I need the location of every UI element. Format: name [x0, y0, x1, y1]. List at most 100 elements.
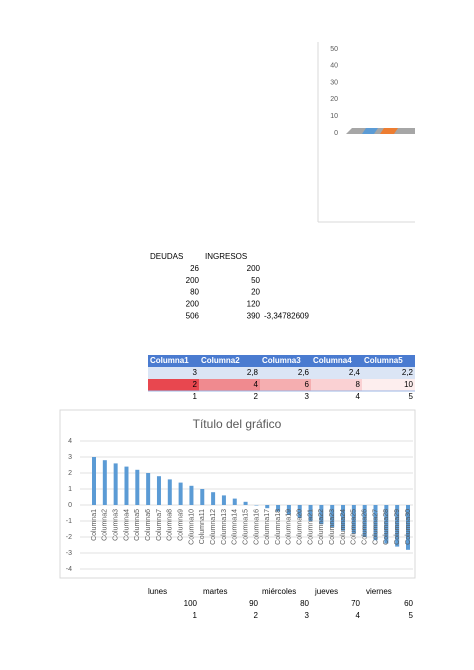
bar [384, 505, 389, 544]
table-header-row [148, 355, 415, 367]
x-tick-label: Columna8 [167, 509, 174, 541]
x-tick-label: Columna14 [232, 509, 239, 545]
x-tick-label: Columna24 [340, 509, 347, 545]
x-tick-label: Columna3 [112, 509, 119, 541]
table-cell: 2,8 [247, 368, 259, 377]
table-cell: 1 [193, 392, 198, 401]
y-tick-label: 1 [68, 486, 72, 493]
table-cell: 4 [254, 380, 259, 389]
y-tick-label: 50 [330, 46, 338, 53]
table-cell: 200 [186, 276, 200, 285]
chart-title: Título del gráfico [193, 417, 282, 431]
bar [265, 505, 270, 509]
x-tick-label: Columna16 [253, 509, 260, 545]
table-cell: 26 [190, 264, 199, 273]
y-tick-label: -4 [66, 566, 72, 573]
chart-floor-segment [380, 128, 398, 134]
y-tick-label: -2 [66, 534, 72, 541]
table-cell: 200 [247, 264, 261, 273]
x-tick-label: Columna12 [210, 509, 217, 545]
x-tick-label: Columna21 [307, 509, 314, 545]
y-tick-label: 2 [68, 470, 72, 477]
table-cell: 1 [193, 611, 198, 620]
table-cell: 2,4 [349, 368, 361, 377]
x-tick-label: Columna23 [329, 509, 336, 545]
table-cell: 2 [254, 392, 259, 401]
heatmap-cell [199, 379, 260, 391]
y-tick-label: 10 [330, 113, 338, 120]
table-row [148, 367, 415, 379]
bar [102, 460, 107, 505]
table-header: DEUDAS [150, 252, 183, 261]
table-cell: 8 [356, 380, 361, 389]
y-tick-label: 3 [68, 454, 72, 461]
table-cell: 200 [186, 300, 200, 309]
table-cell: 5 [409, 611, 414, 620]
table-cell: 6 [305, 380, 310, 389]
x-tick-label: Columna30 [405, 509, 412, 545]
table-cell: 4 [356, 611, 361, 620]
table-cell: 50 [251, 276, 260, 285]
x-tick-label: Columna29 [394, 509, 401, 545]
y-tick-label: 4 [68, 438, 72, 445]
table-header: martes [203, 587, 227, 596]
table-cell: 3 [193, 368, 198, 377]
x-tick-label: Columna1 [91, 509, 98, 541]
bar [200, 489, 205, 505]
x-tick-label: Columna13 [221, 509, 228, 545]
x-tick-label: Columna28 [383, 509, 390, 545]
table-cell: 4 [356, 392, 361, 401]
x-tick-label: Columna22 [318, 509, 325, 545]
x-tick-label: Columna2 [102, 509, 109, 541]
table-cell: 20 [251, 288, 260, 297]
table-cell: 100 [184, 599, 198, 608]
table-cell: 2,6 [298, 368, 310, 377]
table-header: Columna3 [262, 356, 301, 365]
bar [341, 505, 346, 531]
table-cell: 5 [409, 392, 414, 401]
bar [351, 505, 356, 534]
table-cell: 90 [249, 599, 258, 608]
table-header: Columna2 [201, 356, 240, 365]
chart-frame [59, 409, 416, 579]
bar [92, 457, 96, 505]
table-cell: 80 [300, 599, 309, 608]
bar [113, 463, 118, 505]
table-cell: 3 [305, 392, 310, 401]
table-header: Columna1 [150, 356, 189, 365]
bar [221, 495, 226, 505]
x-tick-label: Columna6 [145, 509, 152, 541]
table-cell: 120 [247, 300, 261, 309]
bar [373, 505, 378, 541]
bar [124, 466, 129, 505]
bar [362, 505, 367, 537]
x-tick-label: Columna5 [134, 509, 141, 541]
table-header: Columna5 [364, 356, 403, 365]
x-tick-label: Columna4 [123, 509, 130, 541]
table-cell: 10 [404, 380, 413, 389]
bar [156, 476, 161, 505]
bar [406, 505, 410, 550]
chart-floor [346, 128, 415, 134]
x-tick-label: Columna26 [362, 509, 369, 545]
table-header: jueves [314, 587, 338, 596]
bar [211, 492, 216, 505]
x-tick-label: Columna9 [177, 509, 184, 541]
bar [146, 473, 151, 505]
x-tick-label: Columna10 [188, 509, 195, 545]
y-tick-label: -3 [66, 550, 72, 557]
y-tick-label: 0 [68, 502, 72, 509]
bar [135, 469, 140, 505]
bar [308, 505, 313, 521]
bar [319, 505, 324, 525]
x-tick-label: Columna20 [297, 509, 304, 545]
table-cell: -3,34782609 [264, 311, 309, 320]
x-tick-label: Columna25 [351, 509, 358, 545]
table-cell: 2,2 [402, 368, 414, 377]
bar [243, 501, 248, 505]
table-cell: 70 [351, 599, 360, 608]
bar [189, 485, 194, 505]
bar [276, 505, 281, 512]
table-cell: 80 [190, 288, 199, 297]
heatmap-cell [362, 379, 415, 391]
